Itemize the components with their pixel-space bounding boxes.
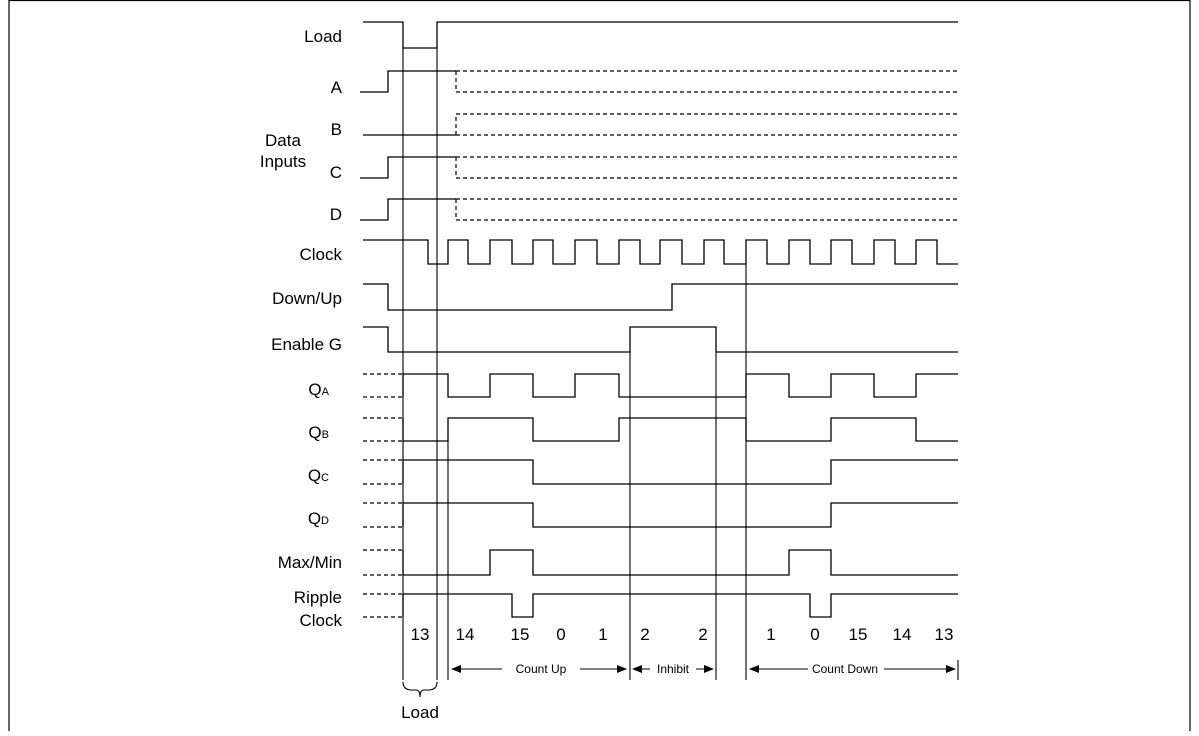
wave-enable-g bbox=[363, 326, 958, 353]
count-value: 14 bbox=[893, 625, 912, 644]
wave-down-up bbox=[363, 283, 958, 311]
wave-qa bbox=[402, 373, 958, 398]
label-qa: QA bbox=[308, 380, 329, 399]
wave-qd bbox=[402, 502, 958, 528]
label-clock: Clock bbox=[299, 245, 342, 264]
label-max-min: Max/Min bbox=[278, 553, 342, 572]
wave-a bbox=[360, 70, 456, 93]
wave-c-dashed-low bbox=[455, 157, 958, 179]
label-enable-g: Enable G bbox=[271, 335, 342, 354]
wave-qc bbox=[402, 459, 958, 485]
wave-b-dashed bbox=[455, 113, 958, 135]
label-qc: QC bbox=[308, 466, 329, 485]
wave-d bbox=[360, 198, 456, 221]
count-value: 14 bbox=[456, 625, 475, 644]
count-value: 1 bbox=[766, 625, 775, 644]
count-value: 15 bbox=[511, 625, 530, 644]
label-b: B bbox=[331, 120, 342, 139]
label-c: C bbox=[330, 163, 342, 182]
count-value: 2 bbox=[698, 625, 707, 644]
label-qd: QD bbox=[308, 509, 329, 528]
count-value: 0 bbox=[810, 625, 819, 644]
count-value: 1 bbox=[598, 625, 607, 644]
label-down-up: Down/Up bbox=[272, 289, 342, 308]
wave-a-dashed-low bbox=[455, 71, 958, 93]
count-value: 15 bbox=[849, 625, 868, 644]
load-brace bbox=[402, 681, 438, 698]
label-a: A bbox=[331, 78, 343, 97]
count-value: 2 bbox=[640, 625, 649, 644]
count-value: 13 bbox=[935, 625, 954, 644]
label-d: D bbox=[330, 205, 342, 224]
label-data-inputs-1: Data bbox=[265, 131, 301, 150]
label-qb: QB bbox=[308, 423, 329, 442]
label-data-inputs-2: Inputs bbox=[260, 152, 306, 171]
count-value: 13 bbox=[411, 625, 430, 644]
count-value: 0 bbox=[556, 625, 565, 644]
diagram-border bbox=[8, 0, 1191, 736]
phase-inhibit: Inhibit bbox=[657, 662, 690, 676]
wave-ripple-clock bbox=[402, 593, 958, 618]
phase-load: Load bbox=[401, 703, 439, 722]
phase-count-down: Count Down bbox=[812, 662, 878, 676]
label-load: Load bbox=[304, 27, 342, 46]
label-ripple-2: Clock bbox=[299, 611, 342, 630]
wave-max-min bbox=[402, 549, 958, 576]
wave-qb bbox=[402, 417, 958, 442]
wave-c bbox=[360, 156, 456, 179]
wave-load bbox=[363, 21, 958, 49]
wave-clock bbox=[363, 239, 958, 265]
label-ripple-1: Ripple bbox=[294, 588, 342, 607]
wave-d-dashed-low bbox=[455, 199, 958, 221]
phase-count-up: Count Up bbox=[516, 662, 567, 676]
